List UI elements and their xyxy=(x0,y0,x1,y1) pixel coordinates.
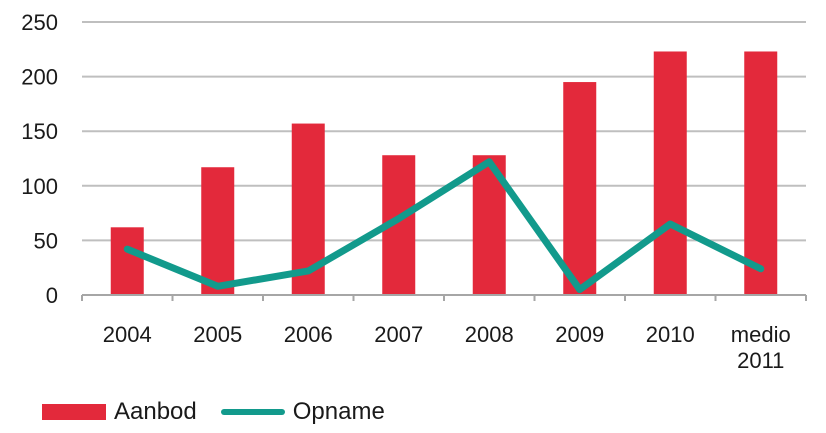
chart: 0 50 100 150 200 250 2004 2005 2006 2007 2008 2009 2… xyxy=(21,10,807,373)
y-tick-label: 250 xyxy=(21,10,58,35)
y-tick-label: 150 xyxy=(21,119,58,144)
x-tick-label: 2010 xyxy=(646,322,695,347)
x-tick-label: 2004 xyxy=(103,322,152,347)
legend-item-opname: Opname xyxy=(220,398,385,426)
y-tick-label: 200 xyxy=(21,65,58,90)
y-tick-label: 0 xyxy=(46,283,58,308)
x-tick-label: 2009 xyxy=(555,322,604,347)
bar-aanbod xyxy=(201,167,235,295)
bar-aanbod xyxy=(744,51,778,295)
y-tick-label: 100 xyxy=(21,174,58,199)
x-tick-label: 2011 xyxy=(737,348,784,373)
legend-label-opname: Opname xyxy=(292,398,385,425)
x-tick-label: 2008 xyxy=(465,322,514,347)
x-tick-label: 2005 xyxy=(193,322,242,347)
legend: Aanbod Opname xyxy=(42,398,409,426)
bar-aanbod xyxy=(110,227,144,295)
x-tick-label: 2006 xyxy=(284,322,333,347)
legend-swatch-aanbod xyxy=(42,404,106,420)
legend-label-aanbod: Aanbod xyxy=(114,398,197,425)
bar-aanbod xyxy=(563,82,597,295)
legend-swatch-opname xyxy=(220,409,285,415)
bar-aanbod xyxy=(653,51,687,295)
legend-item-aanbod: Aanbod xyxy=(42,398,197,426)
x-tick-label: 2007 xyxy=(374,322,423,347)
y-tick-label: 50 xyxy=(34,228,58,253)
x-tick-label: medio xyxy=(731,322,791,347)
line-opname xyxy=(123,158,765,294)
